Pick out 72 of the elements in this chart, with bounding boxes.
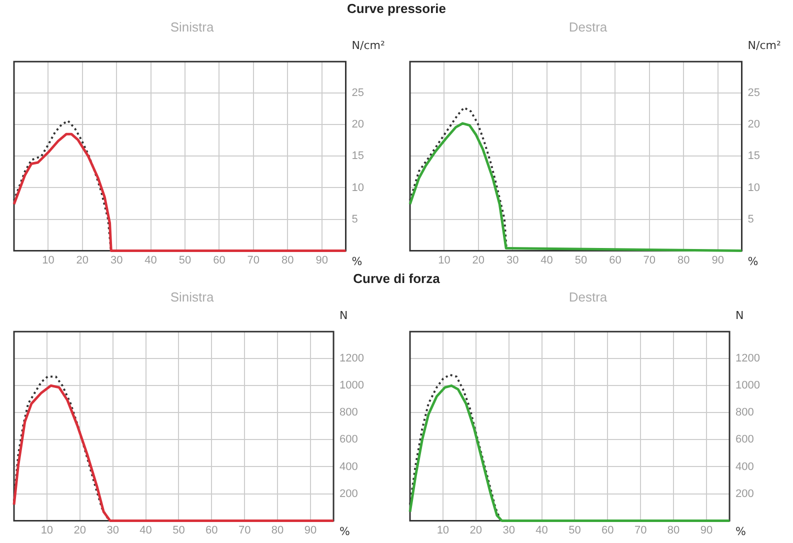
text: Curve di forza — [352, 270, 441, 288]
y-tick-label: 1200 — [736, 352, 760, 365]
x-tick-label: 50 — [568, 524, 581, 536]
x-tick-label: 50 — [172, 524, 185, 536]
x-axis-title: % — [748, 255, 758, 268]
x-tick-label: 80 — [271, 524, 284, 536]
y-tick-label: 5 — [748, 213, 754, 226]
x-tick-label: 20 — [470, 524, 482, 536]
x-tick-label: 90 — [316, 254, 328, 266]
x-tick-label: 10 — [42, 254, 54, 266]
x-tick-label: 60 — [609, 254, 622, 266]
x-tick-label: 10 — [40, 524, 54, 536]
text: Curve pressorie — [346, 0, 447, 18]
y-axis-title: N/cm² — [352, 38, 385, 52]
y-tick-label: 20 — [352, 118, 364, 131]
x-tick-label: 20 — [472, 254, 485, 266]
y-axis-title: N — [340, 308, 348, 322]
x-tick-label: 70 — [238, 524, 251, 536]
y-tick-label: 800 — [340, 406, 358, 419]
x-tick-label: 90 — [700, 524, 713, 536]
x-tick-label: 90 — [712, 254, 724, 266]
y-tick-label: 15 — [748, 150, 760, 162]
x-axis-title: % — [736, 525, 746, 538]
y-tick-label: 10 — [352, 182, 364, 194]
x-tick-label: 30 — [502, 524, 515, 536]
x-tick-label: 50 — [574, 254, 588, 266]
x-tick-label: 10 — [436, 524, 450, 536]
y-tick-label: 800 — [736, 406, 754, 419]
y-tick-label: 400 — [340, 460, 358, 473]
x-tick-label: 40 — [536, 524, 548, 536]
y-tick-label: 600 — [736, 434, 754, 446]
x-tick-label: 70 — [247, 254, 260, 266]
y-tick-label: 1200 — [340, 352, 364, 365]
x-tick-label: 30 — [110, 254, 123, 266]
y-tick-label: 200 — [736, 488, 754, 500]
y-tick-label: 25 — [748, 87, 760, 100]
x-tick-label: 10 — [438, 254, 450, 266]
y-tick-label: 200 — [340, 488, 358, 500]
x-tick-label: 60 — [206, 524, 218, 536]
x-tick-label: 20 — [76, 254, 89, 266]
y-tick-label: 1000 — [340, 380, 364, 392]
y-axis-title: N/cm² — [748, 38, 781, 52]
x-tick-label: 40 — [540, 254, 553, 266]
x-axis-title: % — [340, 525, 350, 538]
x-tick-label: 30 — [506, 254, 519, 266]
x-tick-label: 90 — [304, 524, 317, 536]
x-tick-label: 20 — [74, 524, 86, 536]
x-tick-label: 80 — [667, 524, 680, 536]
x-tick-label: 60 — [213, 254, 226, 266]
chart-subtitle: Destra — [568, 289, 608, 304]
y-tick-label: 1000 — [736, 380, 760, 392]
chart-subtitle: Sinistra — [170, 289, 214, 304]
x-tick-label: 40 — [144, 254, 157, 266]
x-tick-label: 50 — [178, 254, 192, 266]
chart-subtitle: Sinistra — [170, 19, 214, 34]
x-tick-label: 40 — [140, 524, 152, 536]
x-tick-label: 60 — [602, 524, 614, 536]
y-tick-label: 600 — [340, 434, 358, 446]
y-tick-label: 400 — [736, 460, 754, 473]
chart-subtitle: Destra — [568, 19, 608, 34]
x-axis-title: % — [352, 255, 362, 268]
y-tick-label: 20 — [748, 118, 760, 131]
y-tick-label: 25 — [352, 87, 364, 100]
y-axis-title: N — [736, 308, 744, 322]
x-tick-label: 80 — [677, 254, 690, 266]
x-tick-label: 30 — [106, 524, 119, 536]
x-tick-label: 80 — [281, 254, 294, 266]
y-tick-label: 5 — [352, 213, 358, 226]
x-tick-label: 70 — [643, 254, 656, 266]
y-tick-label: 15 — [352, 150, 364, 162]
y-tick-label: 10 — [748, 182, 760, 194]
x-tick-label: 70 — [634, 524, 647, 536]
